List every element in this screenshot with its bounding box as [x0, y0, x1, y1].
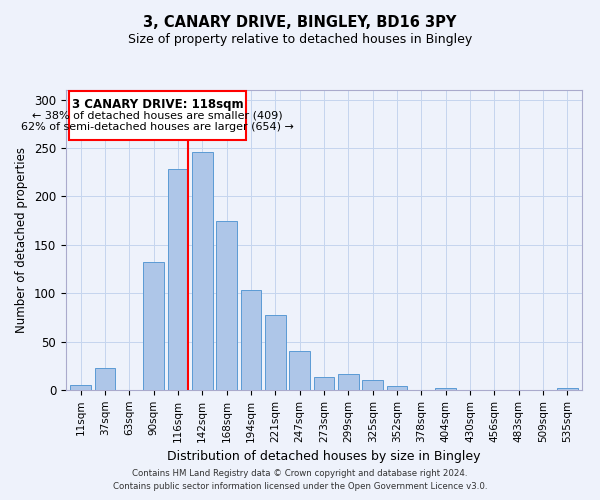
- X-axis label: Distribution of detached houses by size in Bingley: Distribution of detached houses by size …: [167, 450, 481, 463]
- Bar: [241, 290, 262, 390]
- Bar: [436, 388, 456, 390]
- Text: 3, CANARY DRIVE, BINGLEY, BD16 3PY: 3, CANARY DRIVE, BINGLEY, BD16 3PY: [143, 15, 457, 30]
- Bar: [265, 316, 286, 390]
- Bar: [362, 380, 383, 390]
- Bar: [143, 262, 164, 390]
- Bar: [216, 220, 237, 390]
- Y-axis label: Number of detached properties: Number of detached properties: [16, 147, 28, 333]
- Bar: [289, 352, 310, 390]
- Text: ← 38% of detached houses are smaller (409): ← 38% of detached houses are smaller (40…: [32, 110, 283, 120]
- Text: Contains HM Land Registry data © Crown copyright and database right 2024.: Contains HM Land Registry data © Crown c…: [132, 468, 468, 477]
- Bar: [314, 378, 334, 390]
- Bar: [338, 374, 359, 390]
- Text: Size of property relative to detached houses in Bingley: Size of property relative to detached ho…: [128, 32, 472, 46]
- Text: Contains public sector information licensed under the Open Government Licence v3: Contains public sector information licen…: [113, 482, 487, 491]
- Bar: [386, 386, 407, 390]
- Bar: [95, 368, 115, 390]
- Bar: [70, 385, 91, 390]
- Bar: [167, 170, 188, 390]
- Text: 3 CANARY DRIVE: 118sqm: 3 CANARY DRIVE: 118sqm: [72, 98, 244, 110]
- Bar: [192, 152, 212, 390]
- Bar: [557, 388, 578, 390]
- Text: 62% of semi-detached houses are larger (654) →: 62% of semi-detached houses are larger (…: [21, 122, 294, 132]
- FancyBboxPatch shape: [69, 91, 246, 140]
